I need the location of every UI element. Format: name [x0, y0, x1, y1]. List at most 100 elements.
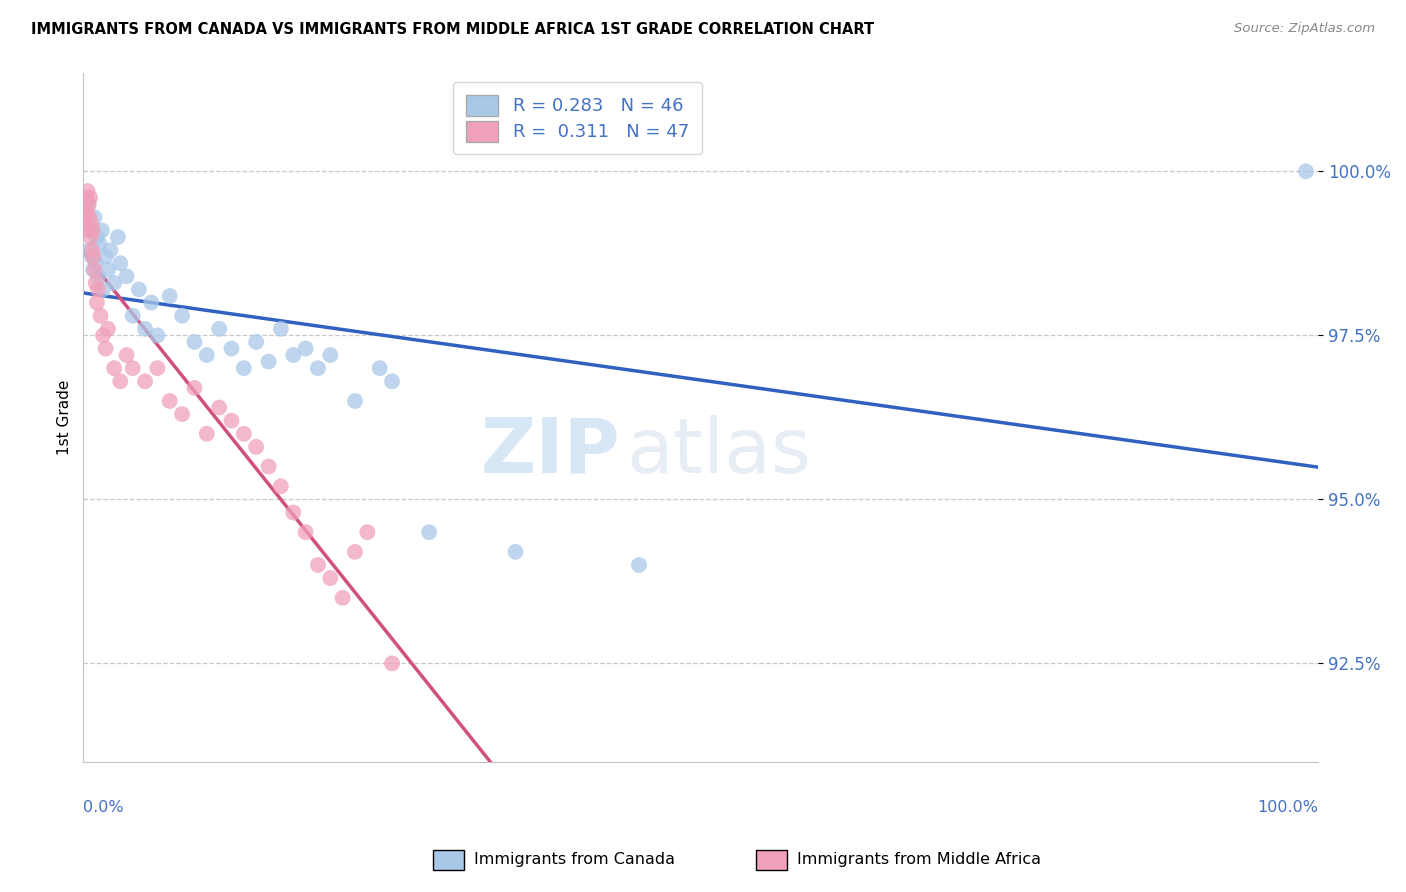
Point	[73, 197, 96, 211]
Point	[79, 211, 101, 225]
Point	[381, 657, 404, 671]
Point	[79, 191, 101, 205]
Point	[195, 348, 218, 362]
Point	[159, 394, 181, 409]
Point	[208, 401, 231, 415]
Point	[294, 342, 316, 356]
Point	[94, 342, 117, 356]
Point	[283, 506, 305, 520]
Point	[146, 361, 169, 376]
Point	[86, 230, 108, 244]
Legend: R = 0.283   N = 46, R =  0.311   N = 47: R = 0.283 N = 46, R = 0.311 N = 47	[453, 82, 702, 154]
Text: atlas: atlas	[627, 415, 811, 489]
Point	[77, 197, 100, 211]
Point	[75, 217, 97, 231]
Point	[90, 309, 112, 323]
Y-axis label: 1st Grade: 1st Grade	[58, 380, 72, 455]
Text: Immigrants from Middle Africa: Immigrants from Middle Africa	[797, 853, 1042, 867]
Point	[183, 334, 205, 349]
Point	[77, 223, 100, 237]
Text: ZIP: ZIP	[481, 415, 620, 489]
Point	[83, 211, 105, 225]
Point	[221, 414, 243, 428]
Point	[82, 262, 104, 277]
Point	[172, 407, 194, 421]
Point	[183, 381, 205, 395]
Point	[1295, 164, 1317, 178]
Point	[208, 322, 231, 336]
Point	[107, 230, 129, 244]
Point	[89, 236, 111, 251]
Text: Immigrants from Canada: Immigrants from Canada	[474, 853, 675, 867]
Point	[257, 459, 280, 474]
Point	[307, 361, 329, 376]
Point	[100, 243, 122, 257]
Text: IMMIGRANTS FROM CANADA VS IMMIGRANTS FROM MIDDLE AFRICA 1ST GRADE CORRELATION CH: IMMIGRANTS FROM CANADA VS IMMIGRANTS FRO…	[31, 22, 875, 37]
Point	[75, 203, 97, 218]
Point	[628, 558, 651, 572]
Point	[86, 295, 108, 310]
Point	[319, 571, 342, 585]
Point	[319, 348, 342, 362]
Point	[83, 262, 105, 277]
Point	[87, 269, 110, 284]
Point	[283, 348, 305, 362]
Text: Source: ZipAtlas.com: Source: ZipAtlas.com	[1234, 22, 1375, 36]
Point	[356, 525, 378, 540]
Point	[103, 276, 125, 290]
Point	[87, 283, 110, 297]
Point	[103, 361, 125, 376]
Point	[221, 342, 243, 356]
Point	[121, 309, 143, 323]
Point	[82, 223, 104, 237]
Text: 0.0%: 0.0%	[83, 799, 124, 814]
Point	[134, 374, 156, 388]
Point	[97, 262, 120, 277]
Point	[159, 289, 181, 303]
Point	[332, 591, 354, 605]
Point	[195, 426, 218, 441]
Point	[80, 230, 103, 244]
Point	[270, 479, 292, 493]
Point	[307, 558, 329, 572]
Point	[80, 243, 103, 257]
Point	[115, 348, 138, 362]
Point	[245, 440, 267, 454]
Point	[172, 309, 194, 323]
Point	[343, 545, 366, 559]
Point	[505, 545, 527, 559]
Point	[294, 525, 316, 540]
Point	[121, 361, 143, 376]
Point	[257, 354, 280, 368]
Point	[110, 374, 132, 388]
Point	[84, 276, 107, 290]
Point	[91, 328, 114, 343]
Point	[94, 250, 117, 264]
Point	[128, 283, 150, 297]
Point	[91, 283, 114, 297]
Point	[80, 250, 103, 264]
Point	[381, 374, 404, 388]
Point	[76, 184, 98, 198]
Point	[75, 211, 97, 225]
Point	[79, 243, 101, 257]
Point	[270, 322, 292, 336]
Point	[75, 191, 97, 205]
Point	[110, 256, 132, 270]
Point	[232, 426, 254, 441]
Point	[90, 223, 112, 237]
Text: 100.0%: 100.0%	[1257, 799, 1319, 814]
Point	[343, 394, 366, 409]
Point	[134, 322, 156, 336]
Point	[80, 223, 103, 237]
Point	[146, 328, 169, 343]
Point	[115, 269, 138, 284]
Point	[141, 295, 163, 310]
Point	[418, 525, 440, 540]
Point	[80, 217, 103, 231]
Point	[77, 197, 100, 211]
Point	[84, 256, 107, 270]
Point	[245, 334, 267, 349]
Point	[97, 322, 120, 336]
Point	[368, 361, 391, 376]
